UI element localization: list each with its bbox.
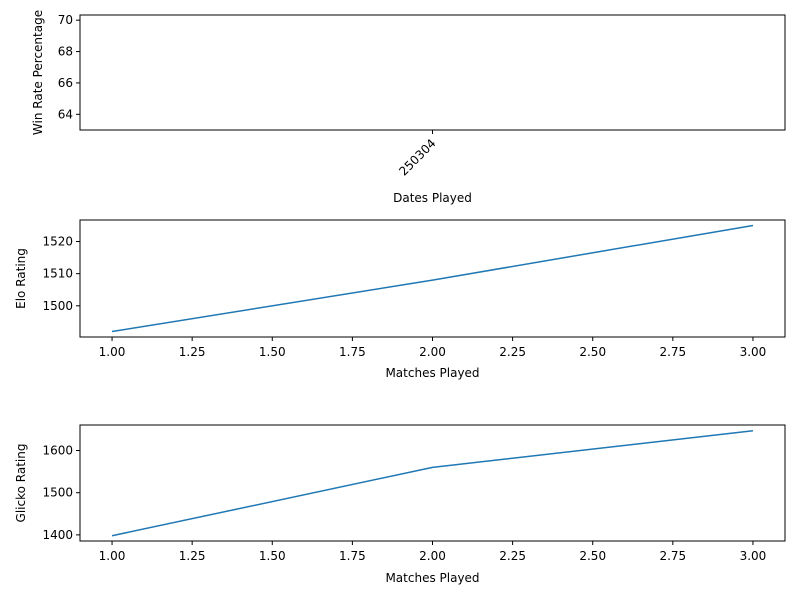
subplot-2-y-tick-label: 1510 (42, 267, 73, 281)
subplot-2-x-tick-label: 2.50 (579, 345, 606, 359)
subplot-3-x-axis-label: Matches Played (385, 571, 479, 585)
subplot-1-y-tick-label: 68 (58, 45, 73, 59)
subplot-3-x-tick-label: 3.00 (740, 549, 767, 563)
subplot-2-y-axis-label: Elo Rating (14, 248, 28, 309)
subplot-2-x-tick-label: 2.00 (419, 345, 446, 359)
subplot-1-y-tick-label: 70 (58, 13, 73, 27)
subplot-3-y-tick-label: 1600 (42, 444, 73, 458)
subplot-2-y-tick-label: 1520 (42, 235, 73, 249)
subplot-2-x-tick-label: 2.75 (659, 345, 686, 359)
subplot-2-x-tick-label: 1.00 (99, 345, 126, 359)
subplot-3-x-tick-label: 2.00 (419, 549, 446, 563)
subplot-2-series-line (111, 224, 754, 333)
subplot-1-y-axis-label: Win Rate Percentage (31, 10, 45, 135)
subplot-3-y-tick-label: 1400 (42, 528, 73, 542)
subplot-2-y-tick-label: 1500 (42, 299, 73, 313)
subplot-1-axes-frame (79, 14, 786, 131)
subplot-3-y-tick-label: 1500 (42, 486, 73, 500)
subplot-1-x-tick-label: 250304 (396, 136, 438, 178)
subplot-2-x-tick-label: 1.75 (339, 345, 366, 359)
subplot-3-series-line (111, 429, 754, 537)
subplot-2-x-tick-label: 1.25 (179, 345, 206, 359)
subplot-2-x-tick-label: 2.25 (499, 345, 526, 359)
subplot-3-x-tick-label: 2.75 (659, 549, 686, 563)
subplot-1-y-tick-label: 64 (58, 107, 73, 121)
subplot-2-x-tick-label: 3.00 (740, 345, 767, 359)
subplot-2-x-axis-label: Matches Played (385, 366, 479, 380)
subplot-3-y-axis-label: Glicko Rating (14, 444, 28, 523)
subplot-3-x-tick-label: 1.00 (99, 549, 126, 563)
subplot-3-x-tick-label: 1.25 (179, 549, 206, 563)
subplot-2-x-tick-label: 1.50 (259, 345, 286, 359)
subplot-3-axes-frame (79, 424, 786, 542)
subplot-3-x-tick-label: 2.25 (499, 549, 526, 563)
subplot-3-x-tick-label: 1.75 (339, 549, 366, 563)
subplot-1-y-tick-label: 66 (58, 76, 73, 90)
subplot-1-x-axis-label: Dates Played (393, 191, 472, 205)
subplot-3-x-tick-label: 2.50 (579, 549, 606, 563)
subplot-3-x-tick-label: 1.50 (259, 549, 286, 563)
